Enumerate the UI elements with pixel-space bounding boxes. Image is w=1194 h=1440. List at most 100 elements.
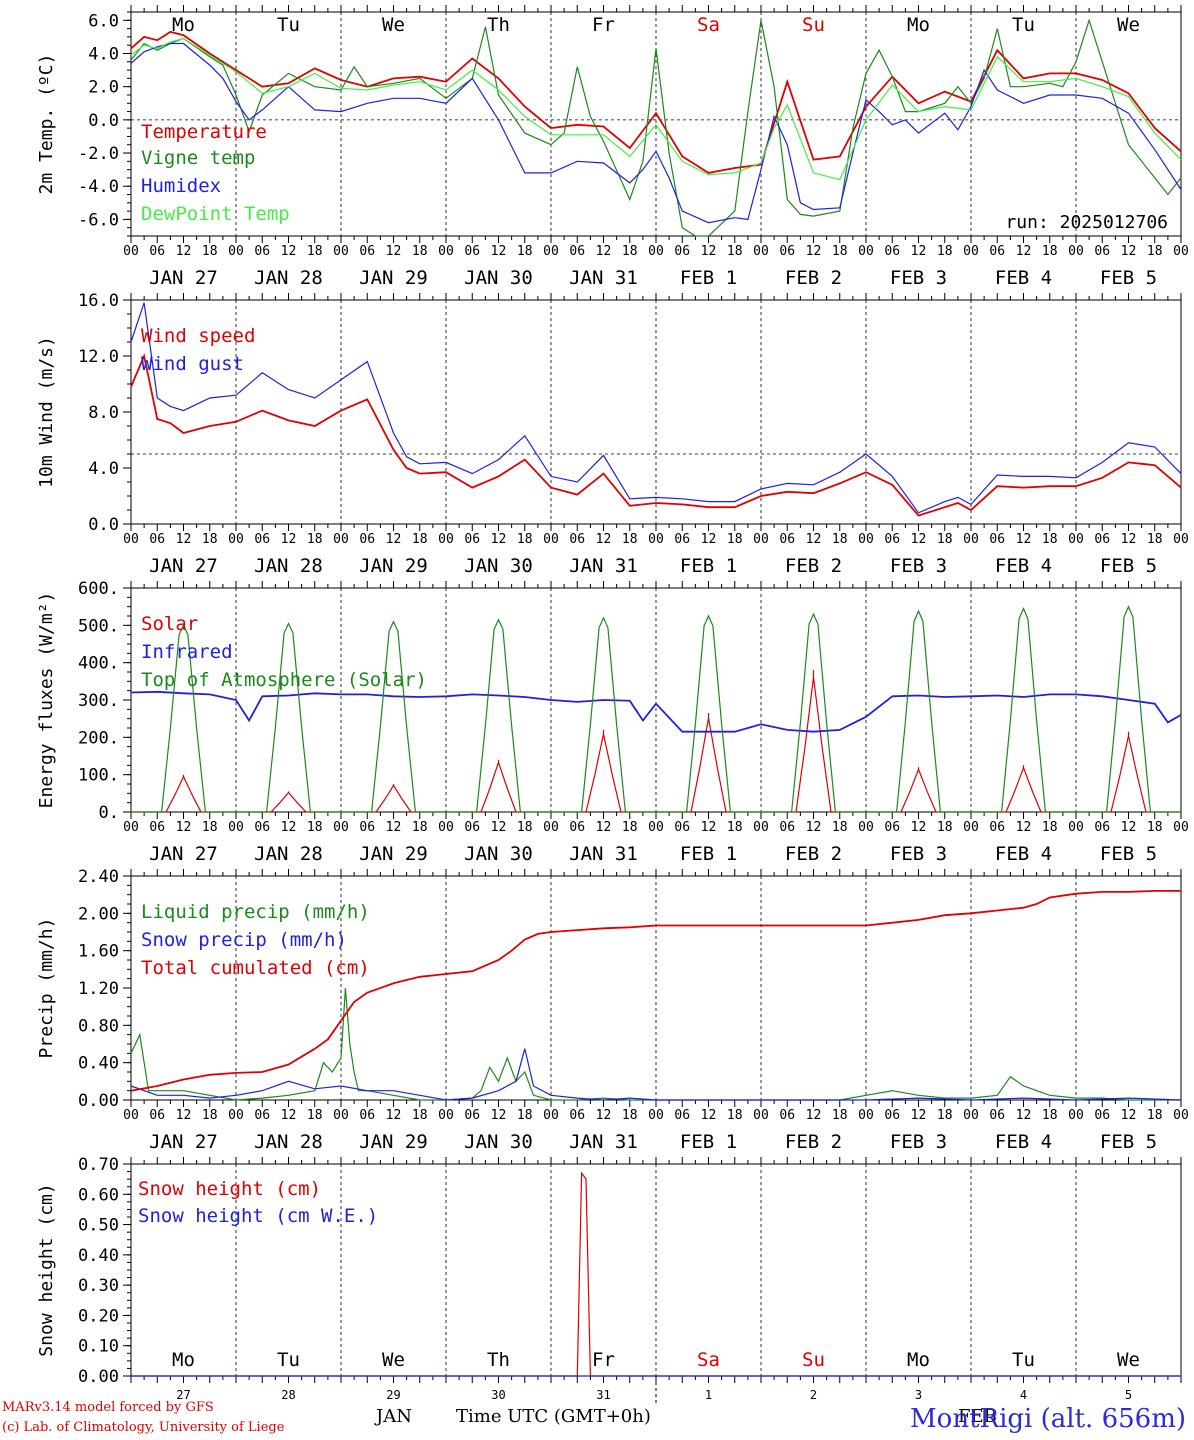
hour-tick-label: 18 bbox=[937, 532, 953, 547]
hour-tick-label: 06 bbox=[674, 244, 690, 259]
hour-tick-label: 18 bbox=[727, 1108, 743, 1123]
hour-tick-label: 18 bbox=[1147, 244, 1163, 259]
date-label: FEB 4 bbox=[995, 1131, 1052, 1153]
hour-tick-label: 00 bbox=[228, 532, 244, 547]
date-label: FEB 4 bbox=[995, 555, 1052, 577]
hour-tick-label: 06 bbox=[989, 244, 1005, 259]
hour-tick-label: 06 bbox=[989, 820, 1005, 835]
hour-tick-label: 00 bbox=[648, 244, 664, 259]
hour-tick-label: 06 bbox=[464, 1108, 480, 1123]
hour-tick-label: 18 bbox=[307, 532, 323, 547]
date-label: FEB 3 bbox=[890, 1131, 947, 1153]
hour-tick-label: 06 bbox=[674, 820, 690, 835]
hour-tick-label: 12 bbox=[1121, 1108, 1137, 1123]
y-tick-label: 2.40 bbox=[78, 867, 119, 887]
hour-tick-label: 06 bbox=[569, 820, 585, 835]
hour-tick-label: 06 bbox=[254, 244, 270, 259]
month-label-feb: FEB bbox=[958, 1406, 997, 1427]
hour-tick-label: 00 bbox=[648, 820, 664, 835]
hour-tick-label: 00 bbox=[438, 532, 454, 547]
y-tick-label: 16.0 bbox=[78, 291, 119, 311]
date-label: JAN 27 bbox=[149, 555, 218, 577]
day-number: 27 bbox=[176, 1388, 190, 1402]
hour-tick-label: 06 bbox=[779, 532, 795, 547]
hour-tick-label: 18 bbox=[412, 532, 428, 547]
hour-tick-label: 06 bbox=[254, 1108, 270, 1123]
hour-tick-label: 00 bbox=[858, 1108, 874, 1123]
hour-tick-label: 06 bbox=[1094, 1108, 1110, 1123]
y-tick-label: 6.0 bbox=[88, 11, 119, 31]
date-label: JAN 29 bbox=[359, 267, 428, 289]
hour-tick-label: 12 bbox=[491, 1108, 507, 1123]
hour-tick-label: 18 bbox=[622, 1108, 638, 1123]
hour-tick-label: 00 bbox=[648, 1108, 664, 1123]
series-line-humidex bbox=[130, 42, 1182, 224]
weekday-label: Su bbox=[802, 1349, 825, 1371]
weekday-label: We bbox=[382, 14, 405, 36]
hour-tick-label: 00 bbox=[963, 532, 979, 547]
hour-tick-label: 18 bbox=[832, 1108, 848, 1123]
hour-tick-label: 06 bbox=[884, 244, 900, 259]
hour-tick-label: 18 bbox=[412, 820, 428, 835]
y-tick-label: 0.70 bbox=[78, 1155, 119, 1175]
date-label: JAN 31 bbox=[569, 843, 638, 865]
hour-tick-label: 06 bbox=[1094, 820, 1110, 835]
y-tick-label: 0.30 bbox=[78, 1276, 119, 1296]
month-label-jan: JAN bbox=[376, 1406, 412, 1427]
hour-tick-label: 00 bbox=[333, 532, 349, 547]
legend-top-of-atmosphere-solar-: Top of Atmosphere (Solar) bbox=[141, 669, 427, 691]
hour-tick-label: 06 bbox=[779, 820, 795, 835]
hour-tick-label: 12 bbox=[281, 1108, 297, 1123]
hour-tick-label: 00 bbox=[648, 532, 664, 547]
hour-tick-label: 12 bbox=[596, 532, 612, 547]
date-label: JAN 28 bbox=[254, 555, 323, 577]
legend-wind-speed: Wind speed bbox=[141, 325, 255, 347]
time-axis-title: Time UTC (GMT+0h) bbox=[456, 1406, 651, 1427]
hour-tick-label: 18 bbox=[727, 244, 743, 259]
y-axis-label: Energy fluxes (W/m²) bbox=[36, 592, 57, 809]
hour-tick-label: 12 bbox=[1016, 820, 1032, 835]
date-label: JAN 28 bbox=[254, 267, 323, 289]
hour-tick-label: 18 bbox=[517, 532, 533, 547]
day-number: 30 bbox=[491, 1388, 505, 1402]
hour-tick-label: 12 bbox=[911, 1108, 927, 1123]
plot-frame bbox=[130, 299, 1182, 525]
hour-tick-label: 06 bbox=[149, 532, 165, 547]
hour-tick-label: 06 bbox=[149, 244, 165, 259]
hour-tick-label: 12 bbox=[701, 820, 717, 835]
weekday-label: Mo bbox=[907, 14, 930, 36]
y-axis-label: Precip (mm/h) bbox=[36, 918, 57, 1059]
date-label: FEB 2 bbox=[785, 267, 842, 289]
hour-tick-label: 18 bbox=[517, 1108, 533, 1123]
legend-wind-gust: Wind gust bbox=[141, 353, 244, 375]
hour-tick-label: 06 bbox=[359, 1108, 375, 1123]
date-label: FEB 4 bbox=[995, 267, 1052, 289]
hour-tick-label: 00 bbox=[438, 820, 454, 835]
weekday-label: Sa bbox=[697, 14, 720, 36]
y-axis-label: 10m Wind (m/s) bbox=[36, 336, 57, 488]
hour-tick-label: 12 bbox=[1121, 244, 1137, 259]
hour-tick-label: 18 bbox=[1042, 820, 1058, 835]
hour-tick-label: 00 bbox=[753, 820, 769, 835]
hour-tick-label: 06 bbox=[464, 820, 480, 835]
series-line-wind-gust bbox=[130, 302, 1182, 514]
panel-1 bbox=[123, 5, 1182, 243]
hour-tick-label: 12 bbox=[281, 532, 297, 547]
hour-tick-label: 12 bbox=[701, 244, 717, 259]
hour-tick-label: 00 bbox=[543, 532, 559, 547]
hour-tick-label: 06 bbox=[254, 820, 270, 835]
hour-tick-label: 06 bbox=[884, 532, 900, 547]
hour-tick-label: 12 bbox=[386, 532, 402, 547]
hour-tick-label: 12 bbox=[1121, 532, 1137, 547]
hour-tick-label: 18 bbox=[202, 532, 218, 547]
hour-tick-label: 18 bbox=[727, 532, 743, 547]
y-tick-label: 500. bbox=[78, 616, 119, 636]
hour-tick-label: 06 bbox=[464, 244, 480, 259]
hour-tick-label: 12 bbox=[491, 244, 507, 259]
panel-4 bbox=[123, 869, 1182, 1107]
hour-tick-label: 06 bbox=[884, 1108, 900, 1123]
hour-tick-label: 18 bbox=[622, 820, 638, 835]
legend-snow-precip-mm-h-: Snow precip (mm/h) bbox=[141, 929, 347, 951]
hour-tick-label: 12 bbox=[386, 244, 402, 259]
y-axis-label: 2m Temp. (ºC) bbox=[36, 54, 57, 195]
